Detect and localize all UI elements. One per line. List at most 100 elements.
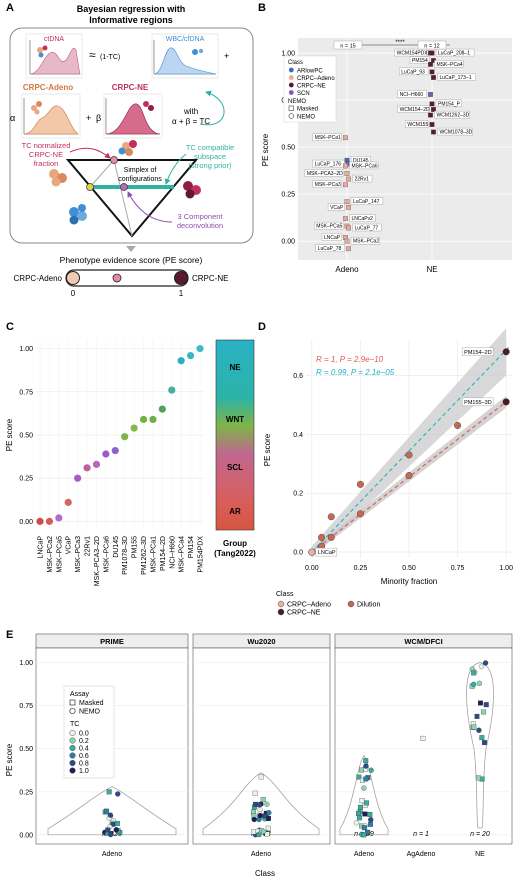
- ne-label: CRPC-NE: [112, 83, 149, 92]
- with-line1: with: [183, 107, 198, 116]
- c-xtick-label: PM154: [188, 536, 195, 558]
- b-point-label: MSK–PCa1: [315, 135, 341, 141]
- e-point: [115, 791, 121, 797]
- c-point: [45, 517, 54, 525]
- panel-e: E PE score Class PRIME Adeno n = 20 Wu2020 A…: [5, 629, 513, 878]
- b-point-label-box: [349, 161, 379, 170]
- c-point: [186, 351, 195, 360]
- wbc-label: WBC/cfDNA: [166, 36, 205, 43]
- panel-e-legend: Assay Masked NEMO TC 0.00.20.40.60.81.0: [63, 685, 115, 779]
- e-point: [475, 775, 481, 781]
- b-point-label: LuCaP_176: [315, 162, 342, 168]
- e-xtick-label: AgAdeno: [407, 851, 436, 858]
- e-point: [359, 798, 365, 804]
- b-point-label: MSK–PCa5: [316, 224, 342, 230]
- e-point: [251, 829, 257, 835]
- e-point: [479, 735, 485, 741]
- e-legend-tc-icon: [69, 730, 76, 737]
- beta-symbol: β: [96, 113, 101, 123]
- e-point: [364, 800, 370, 806]
- e-point: [113, 827, 119, 833]
- e-point: [356, 774, 362, 780]
- e-xtick-label: Adeno: [354, 851, 374, 858]
- e-ytick-label: 1.00: [19, 660, 33, 667]
- pe-left-label: CRPC-Adeno: [14, 274, 63, 283]
- e-point: [367, 812, 373, 817]
- panel-b-points: MSK–PCa1 DU145 LuCaP_176 MSK–PCa6 MSK–PCA3–2…: [304, 48, 476, 252]
- c-ytick-label: 0.00: [19, 519, 33, 526]
- d-xtick-label: 0.50: [402, 565, 416, 572]
- d-xtick-label: 1.00: [499, 565, 513, 572]
- pe-arrow-icon: [126, 246, 136, 252]
- e-facet-title: Wu2020: [247, 637, 275, 646]
- e-point: [356, 811, 361, 816]
- b-point-label: 22Rv1: [355, 177, 370, 183]
- c-xtick-label: LNCaP: [38, 536, 45, 559]
- ne-cells-icon: [183, 181, 201, 199]
- b-point-label-box: [409, 56, 430, 64]
- e-point: [363, 758, 369, 764]
- e-legend-tc-icon: [69, 745, 76, 752]
- b-point: [346, 176, 351, 182]
- b-legend-class-icon: [288, 82, 294, 88]
- c-xtick-label: PM1078–3D: [122, 536, 129, 575]
- e-point: [368, 821, 373, 827]
- b-point: [429, 101, 435, 107]
- wbc-cells-icon: [69, 204, 87, 225]
- e-point: [358, 804, 363, 810]
- b-ytick-label: 0.00: [281, 239, 295, 246]
- c-xtick-label: MSK–PCa1: [150, 536, 157, 573]
- b-point-label: MSK–PCA3–2D: [307, 171, 343, 177]
- group-wnt: WNT: [226, 415, 244, 424]
- tc-compat-arrow: [164, 153, 187, 185]
- b-point-label: PM154: [412, 58, 428, 64]
- panel-e-facets: PRIMEAdenon = 20Wu2020Adenon = 33WCM/DFC…: [35, 633, 513, 858]
- with-line2: α + β = TC: [172, 117, 210, 126]
- b-xtick-label: Adeno: [335, 265, 359, 274]
- panel-b-xticks: Adeno NE: [335, 265, 437, 274]
- pe-bar: [65, 269, 189, 287]
- panel-label-a: A: [6, 2, 14, 14]
- d-point: [502, 398, 510, 406]
- panel-d-legend-ne: CRPC–NE: [287, 610, 321, 617]
- b-point-label-box: [312, 159, 345, 168]
- panel-b-significance: n = 15 n = 12 ****: [333, 40, 450, 50]
- c-point: [74, 474, 82, 482]
- panel-d-legend-title: Class: [276, 591, 294, 598]
- c-xtick-label: MSK–PCa4: [179, 536, 186, 573]
- panel-d-legend-dilution: Dilution: [357, 602, 380, 609]
- panel-e-xlabel: Class: [255, 869, 275, 878]
- panel-b-n-adeno: n = 15: [340, 44, 355, 50]
- b-point-label-box: [434, 60, 464, 68]
- c-point: [130, 424, 138, 432]
- e-point: [420, 735, 426, 741]
- c-xtick-label: MSK–PCa6: [103, 536, 110, 573]
- e-point: [264, 831, 270, 837]
- masked-square-icon: [288, 105, 294, 111]
- e-legend-tc-label: 1.0: [79, 768, 89, 775]
- c-xtick-label: PM155: [132, 536, 139, 558]
- panel-e-legend-tc-title: TC: [70, 721, 79, 728]
- c-point: [111, 446, 119, 455]
- schematic-title-line2: Informative regions: [89, 15, 173, 25]
- b-point: [429, 69, 435, 75]
- e-ytick-label: 0.75: [19, 703, 33, 710]
- e-xtick-label: NE: [475, 851, 485, 858]
- tc-compat-line2: subspace: [194, 152, 226, 161]
- e-legend-tc-label: 0.6: [79, 753, 89, 760]
- legend-crpc-adeno-icon: [277, 600, 285, 608]
- c-ytick-label: 0.75: [19, 389, 33, 396]
- d-xtick-label: 0.75: [451, 565, 465, 572]
- b-point-label: MSK–PCa2: [353, 239, 379, 245]
- b-legend-class-icon: [288, 67, 294, 73]
- panel-b-legend-masked: Masked: [297, 107, 318, 113]
- e-facet-title: WCM/DFCI: [404, 637, 442, 646]
- b-point-label-box: [397, 105, 430, 113]
- panel-d-annotation-teal: R = 0.99, P = 2.1e−05: [316, 368, 395, 377]
- e-n-label: n = 1: [413, 831, 429, 838]
- e-legend-tc-icon: [69, 767, 76, 774]
- e-point: [478, 663, 485, 670]
- b-legend-class-icon: [288, 75, 294, 80]
